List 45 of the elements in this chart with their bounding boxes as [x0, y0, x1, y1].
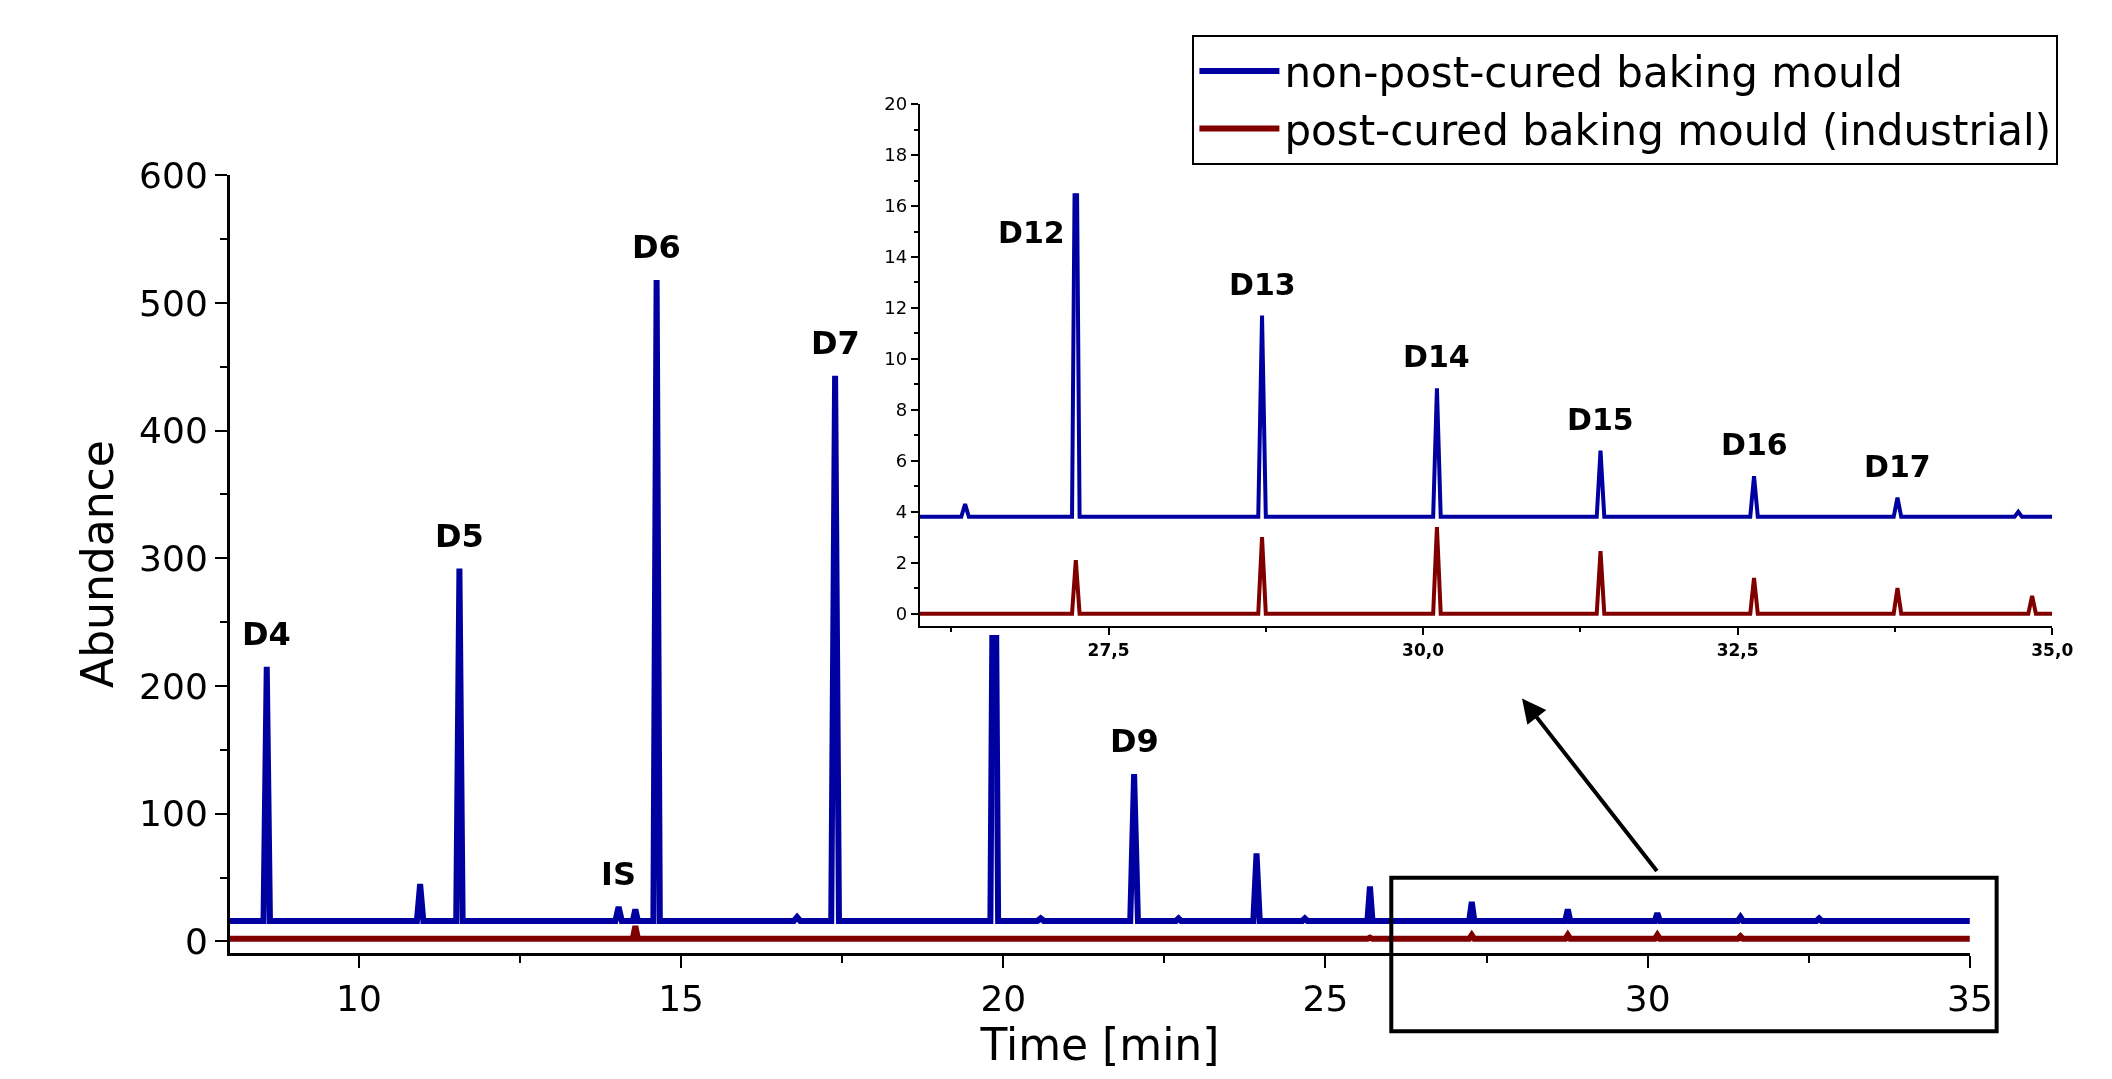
y-tick-label: 400 [139, 410, 208, 452]
y-tick-label: 2 [895, 551, 908, 573]
y-tick-label: 20 [884, 93, 908, 115]
y-tick-label: 12 [884, 297, 908, 319]
x-tick-label: 10 [335, 978, 382, 1020]
x-tick-label: 35,0 [2031, 639, 2074, 660]
y-tick-label: 600 [139, 154, 208, 196]
y-tick-label: 8 [895, 399, 908, 421]
x-tick-label: 30 [1624, 978, 1671, 1020]
annotation: D9 [1110, 722, 1159, 760]
x-axis-title: Time [min] [979, 1019, 1220, 1071]
annotation: D15 [1567, 402, 1634, 437]
annotation: D14 [1403, 339, 1470, 374]
x-tick-label: 30,0 [1402, 639, 1445, 660]
y-tick-label: 10 [884, 348, 908, 370]
annotation: D12 [998, 215, 1065, 250]
x-tick-label: 20 [980, 978, 1027, 1020]
legend-label: non-post-cured baking mould [1284, 48, 1903, 98]
annotation: D16 [1721, 427, 1788, 462]
y-axis-title: Abundance [72, 440, 124, 688]
y-tick-label: 0 [184, 920, 208, 962]
y-tick-label: 500 [139, 282, 208, 324]
y-tick-label: 6 [895, 450, 908, 472]
annotation: D17 [1864, 449, 1931, 484]
annotation: D4 [242, 615, 291, 653]
x-tick-label: 35 [1946, 978, 1993, 1020]
y-tick-label: 300 [139, 537, 208, 579]
x-tick-label: 25 [1302, 978, 1349, 1020]
x-tick-label: 27,5 [1087, 639, 1130, 660]
y-tick-label: 16 [884, 195, 908, 217]
annotation: D5 [435, 517, 484, 555]
legend-label: post-cured baking mould (industrial) [1284, 105, 2052, 155]
line-series [919, 525, 2053, 616]
annotation: D7 [811, 324, 860, 362]
y-tick-label: 0 [895, 602, 908, 624]
y-tick-label: 4 [895, 501, 908, 523]
y-tick-label: 200 [139, 665, 208, 707]
annotation: IS [601, 855, 636, 893]
annotation: D13 [1229, 267, 1296, 302]
y-tick-label: 100 [139, 793, 208, 835]
y-tick-label: 18 [884, 144, 908, 166]
x-tick-label: 32,5 [1716, 639, 1759, 660]
annotation: D6 [632, 228, 681, 266]
y-tick-label: 14 [884, 246, 908, 268]
x-tick-label: 15 [658, 978, 704, 1020]
